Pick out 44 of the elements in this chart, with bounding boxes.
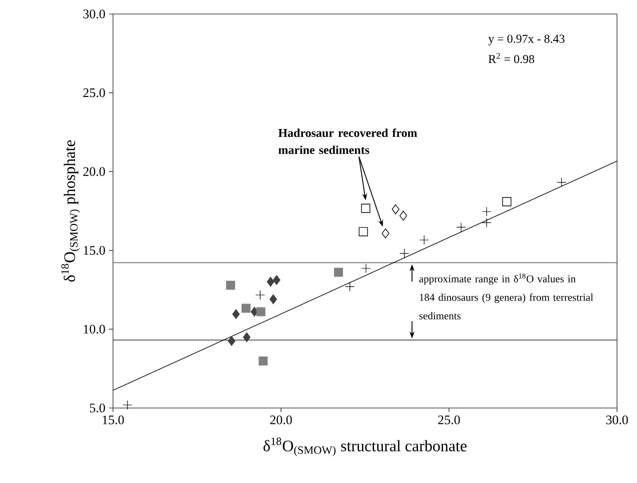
x-tick-label: 20.0: [270, 416, 292, 424]
point: [361, 204, 370, 213]
point: [456, 222, 466, 232]
point: [334, 268, 343, 277]
point: [122, 400, 132, 410]
point: [556, 178, 566, 188]
point: [266, 276, 274, 287]
annotation: R$^{2}$ = 0.98: [488, 53, 534, 64]
y-tick-label: 15.0: [84, 246, 105, 255]
y-tick-label: 5.0: [90, 404, 105, 412]
y-axis-title: δ$^{18}$O$_{(SMOW)}$ phosphate: [61, 140, 80, 282]
point: [419, 235, 429, 245]
point: [345, 282, 355, 292]
annotation: Hadrosaur recovered from marine sediments: [278, 128, 418, 154]
x-tick-label: 25.0: [438, 416, 460, 424]
point: [482, 206, 492, 216]
y-tick-label: 10.0: [84, 324, 105, 334]
point: [392, 204, 400, 214]
point: [250, 306, 258, 317]
point: [400, 248, 410, 258]
x-axis-title: δ$^{18}$O$_{(SMOW)}$ structural carbonate: [264, 438, 467, 456]
point: [382, 228, 390, 238]
x-tick-label: 30.0: [606, 416, 628, 424]
point: [272, 275, 280, 285]
x-tick-label: 15.0: [102, 416, 124, 424]
y-tick-label: 30.0: [83, 10, 105, 18]
point: [258, 356, 268, 366]
point: [242, 304, 251, 313]
point: [256, 307, 266, 316]
point: [502, 197, 512, 206]
annotation: y = 0.97x - 8.43: [488, 34, 564, 46]
y-tick-label: 20.0: [83, 167, 105, 176]
point: [242, 332, 250, 342]
point: [255, 290, 265, 300]
point: [226, 280, 236, 290]
point: [232, 309, 240, 319]
point: [361, 264, 371, 274]
point: [270, 294, 278, 304]
point: [228, 336, 236, 346]
point: [358, 227, 368, 236]
annotation: approximate range in δ$^{18}$O values in 184 dinosaurs (9 genera) from terrestrial sediments: [419, 273, 594, 320]
y-tick-label: 25.0: [83, 88, 105, 98]
point: [482, 218, 492, 228]
point: [400, 210, 408, 221]
